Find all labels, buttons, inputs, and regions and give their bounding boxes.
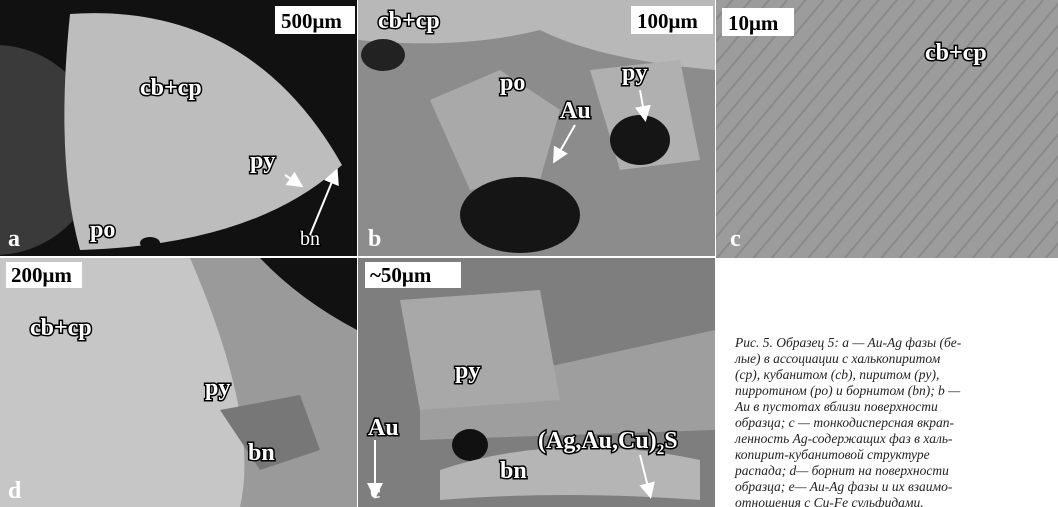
label: py — [622, 60, 647, 86]
scale-bar: 200μm — [11, 263, 72, 287]
panel-letter: e — [370, 478, 381, 504]
label: po — [500, 70, 525, 96]
panel-b: cb+cp po py Au b 100μm — [358, 0, 715, 256]
scale-bar: 500μm — [281, 9, 342, 33]
caption: Рис. 5. Образец 5: a — Au-Ag фазы (бе-лы… — [734, 335, 962, 507]
formula: (Ag,Au,Cu)2S — [538, 428, 678, 458]
label: cb+cp — [30, 315, 92, 341]
panel-letter: a — [8, 226, 20, 252]
caption-line: отношения с Cu-Fe сульфидами. — [735, 495, 924, 507]
scale-bar: 100μm — [637, 9, 698, 33]
label: po — [90, 217, 115, 243]
label: py — [250, 148, 275, 174]
label: Au — [368, 415, 399, 441]
panel-c: cb+cp c 10μm — [716, 0, 1058, 258]
figure: cb+cp py bn po a 500μm cb+cp po py Au b … — [0, 0, 1058, 507]
caption-line: образца; c — тонкодисперсная вкрап- — [735, 415, 955, 430]
label: bn — [500, 458, 527, 484]
label: cb+cp — [925, 40, 987, 66]
panel-a: cb+cp py bn po a 500μm — [0, 0, 357, 256]
label: Au — [560, 98, 591, 124]
label: py — [205, 375, 230, 401]
caption-line: лые) в ассоциации с халькопиритом — [734, 351, 941, 366]
scale-bar: ~50μm — [370, 263, 432, 287]
label: cb+cp — [140, 75, 202, 101]
panel-letter: d — [8, 478, 22, 504]
label: bn — [248, 440, 275, 466]
scale-bar: 10μm — [728, 11, 779, 35]
caption-line: (cp), кубанитом (cb), пиритом (py), — [735, 367, 939, 382]
caption-line: ленность Ag-содержащих фаз в халь- — [734, 431, 953, 446]
panel-d: cb+cp py bn d 200μm — [0, 258, 357, 507]
label: cb+cp — [378, 8, 440, 34]
caption-line: копирит-кубанитовой структуре — [735, 447, 930, 462]
caption-line: Au в пустотах вблизи поверхности — [734, 399, 938, 414]
caption-line: образца; e— Au-Ag фазы и их взаимо- — [735, 479, 953, 494]
caption-line: пирротином (po) и борнитом (bn); b — — [735, 383, 961, 398]
panel-e: py Au bn (Ag,Au,Cu)2S e ~50μm — [358, 258, 715, 507]
label: py — [455, 358, 480, 384]
panel-letter: b — [368, 226, 381, 252]
label: bn — [300, 228, 320, 250]
caption-line: распада; d— борнит на поверхности — [734, 463, 949, 478]
panel-letter: c — [730, 226, 741, 252]
caption-line: Рис. 5. Образец 5: a — Au-Ag фазы (бе- — [734, 335, 962, 350]
